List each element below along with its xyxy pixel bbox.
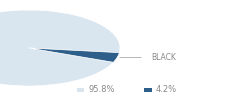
Text: BLACK: BLACK	[151, 53, 176, 62]
Wedge shape	[29, 48, 119, 62]
Text: 4.2%: 4.2%	[155, 86, 176, 94]
FancyBboxPatch shape	[144, 88, 152, 92]
Text: 95.8%: 95.8%	[88, 86, 114, 94]
FancyBboxPatch shape	[77, 88, 84, 92]
Wedge shape	[0, 10, 120, 86]
